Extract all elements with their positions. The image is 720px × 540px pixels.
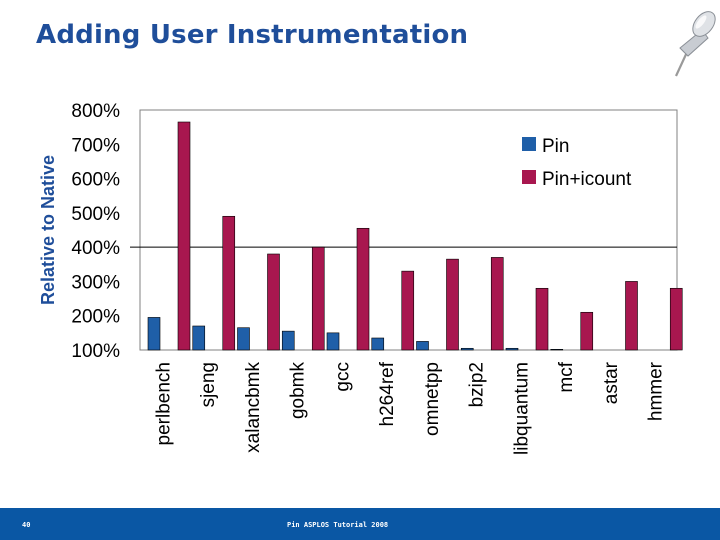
x-tick-label: omnetpp [422,362,443,436]
bar-pin-icount-libquantum [535,287,549,351]
y-tick-label: 500% [71,204,120,225]
bar-pin-icount-xalancbmk [267,253,280,351]
x-tick-label: perlbench [153,362,174,445]
x-tick-labels: perlbench sjeng xalancbmk gobmk gcc h264ref om… [153,361,666,455]
x-tick-label: gcc [332,362,353,392]
legend: Pin Pin+icount [512,127,654,191]
x-tick-label: bzip2 [467,362,488,407]
bar-pin-sjeng [192,325,206,351]
bar-pin-icount-gcc [356,227,370,351]
bar-pin-icount-hmmer [669,287,683,351]
bar-pin-icount-bzip2 [490,257,504,351]
legend-swatch-pin-icount [522,170,536,184]
y-tick-label: 600% [71,170,120,191]
bar-pin-bzip2 [460,347,474,351]
bar-pin-h264ref [371,337,385,351]
page-number: 40 [22,521,31,529]
y-tick-label: 200% [71,307,120,328]
x-tick-label: hmmer [646,361,667,421]
slide-title: Adding User Instrumentation [36,20,469,50]
y-tick-label: 700% [71,135,120,156]
x-tick-label: gobmk [288,362,309,420]
x-tick-label: mcf [556,361,577,392]
footer-text: Pin ASPLOS Tutorial 2008 [287,521,389,529]
bar-pin-libquantum [505,347,519,351]
bar-pin-icount-omnetpp [446,258,459,351]
legend-swatch-pin [522,137,536,151]
x-tick-label: xalancbmk [243,362,264,453]
y-axis-label: Relative to Native [38,155,58,305]
bar-pin-icount-mcf [580,311,594,351]
bars [147,121,683,351]
bar-pin-icount-perlbench [177,121,191,351]
x-tick-label: h264ref [377,361,398,426]
x-tick-label: sjeng [198,362,219,407]
y-tick-labels: 100% 200% 300% 400% 500% 600% 700% 800% [71,101,120,362]
bar-pin-icount-h264ref [401,270,415,351]
bar-pin-mcf [550,349,564,351]
legend-label-pin-icount: Pin+icount [542,169,632,190]
bar-pin-gcc [326,332,340,351]
bar-pin-perlbench [147,317,161,351]
footer-bar: 40 Pin ASPLOS Tutorial 2008 [0,508,720,540]
bar-pin-omnetpp [416,341,429,351]
bar-pin-xalancbmk [237,327,250,351]
bar-pin-icount-sjeng [222,215,236,351]
push-pin-icon [675,11,716,77]
bar-pin-icount-astar [625,281,638,351]
x-tick-label: astar [601,361,622,404]
y-tick-label: 800% [71,101,120,122]
x-tick-label: libquantum [511,362,532,455]
bar-pin-gobmk [281,330,295,351]
y-tick-label: 300% [71,272,120,293]
y-tick-label: 400% [71,238,120,259]
bar-pin-icount-gobmk [311,246,325,351]
legend-label-pin: Pin [542,136,569,157]
y-tick-label: 100% [71,341,120,362]
